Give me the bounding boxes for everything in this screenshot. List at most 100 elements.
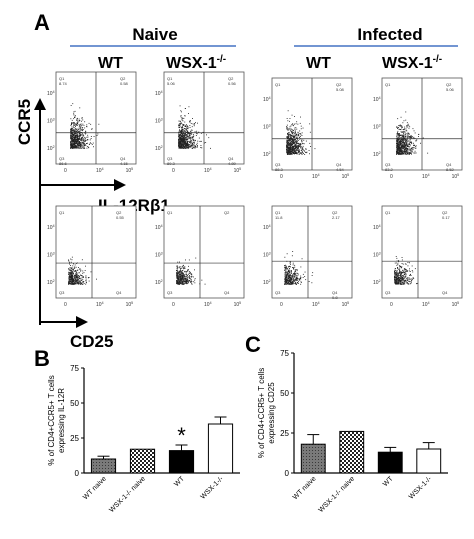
flow-x-tick: 105	[234, 167, 242, 174]
x-tick-label: WSX-1-/-	[200, 475, 226, 501]
flow-y-tick: 102	[155, 145, 163, 152]
quadrant-value: 86.6	[59, 161, 68, 166]
flow-x-tick: 105	[342, 301, 350, 308]
quadrant-value: 5.06	[167, 81, 176, 86]
flow-x-tick: 0	[390, 302, 393, 308]
x-tick-label: WT naive	[292, 475, 318, 501]
quadrant-label: Q1	[275, 210, 281, 215]
flow-y-tick: 104	[47, 224, 55, 231]
quadrant-label: Q3	[167, 156, 173, 161]
flow-plot-5: Q1 Q20.55 Q3 Q4 102 103 104 0 104 105	[47, 205, 137, 308]
flow-x-tick: 104	[204, 167, 212, 174]
x-tick-label: WSX-1-/- naive	[318, 475, 357, 514]
flow-x-tick: 104	[204, 301, 212, 308]
quadrant-label: Q4	[332, 290, 338, 295]
quadrant-label: Q4	[228, 156, 234, 161]
quadrant-value: 8.74	[59, 81, 68, 86]
col-ko-naive: WSX-1-/-	[166, 54, 226, 72]
flow-y-tick: 103	[47, 118, 55, 125]
flow-y-tick: 102	[47, 145, 55, 152]
flow-y-tick: 102	[155, 279, 163, 286]
flow-y-tick: 103	[155, 252, 163, 259]
quadrant-label: Q1	[385, 210, 391, 215]
quadrant-label: Q1	[275, 82, 281, 87]
flow-x-tick: 105	[126, 301, 134, 308]
flow-y-tick: 104	[155, 90, 163, 97]
flow-y-tick: 104	[373, 96, 381, 103]
col-wt-naive: WT	[98, 55, 123, 72]
quadrant-label: Q3	[59, 156, 65, 161]
x-tick-label: WSX-1-/- naive	[108, 475, 147, 514]
flow-x-tick: 104	[422, 301, 430, 308]
col-ko-infected: WSX-1-/-	[382, 54, 442, 72]
quadrant-label: Q3	[385, 162, 391, 167]
quadrant-value: 88.3	[275, 167, 284, 172]
x-tick-label: WSX-1-/-	[408, 475, 434, 501]
quadrant-value: 4.15	[120, 161, 129, 166]
y-tick-label: 0	[75, 469, 80, 478]
chart-b: 0 25 50 75 % of CD4+CCR5+ T cellsexpressing …	[47, 364, 240, 514]
chart-c: 0 25 50 75 % of CD4+CCR5+ T cellsexpressing …	[257, 349, 448, 514]
quadrant-label: Q1	[167, 210, 173, 215]
flow-x-tick: 104	[312, 173, 320, 180]
flow-x-tick: 104	[96, 167, 104, 174]
flow-y-tick: 103	[263, 252, 271, 259]
quadrant-label: Q3	[275, 162, 281, 167]
y-axis-label-ccr5: CCR5	[15, 99, 34, 145]
y-tick-label: 50	[280, 389, 289, 398]
quadrant-value: 5.08	[336, 87, 345, 92]
flow-y-tick: 103	[373, 252, 381, 259]
flow-x-tick: 0	[280, 174, 283, 180]
quadrant-label: Q2	[336, 82, 342, 87]
panel-c-letter: C	[245, 332, 261, 357]
quadrant-label: Q2	[120, 76, 126, 81]
flow-y-tick: 104	[263, 224, 271, 231]
quadrant-value: 11.8	[275, 215, 283, 220]
quadrant-value: 0.55	[116, 215, 125, 220]
flow-x-tick: 105	[452, 301, 460, 308]
bar-3	[168, 450, 195, 474]
quadrant-label: Q4	[120, 156, 126, 161]
flow-x-tick: 104	[312, 301, 320, 308]
y-tick-label: 25	[280, 429, 289, 438]
quadrant-label: Q4	[116, 290, 122, 295]
y-tick-label: 75	[70, 364, 79, 373]
flow-y-tick: 102	[47, 279, 55, 286]
flow-y-tick: 102	[263, 151, 271, 158]
flow-x-tick: 105	[452, 173, 460, 180]
y-tick-label: 25	[70, 434, 79, 443]
quadrant-label: Q3	[167, 290, 173, 295]
quadrant-label: Q4	[336, 162, 342, 167]
x-tick-label: WT	[382, 475, 395, 488]
quadrant-label: Q3	[385, 290, 391, 295]
flow-axes	[34, 98, 126, 328]
flow-x-tick: 0	[64, 168, 67, 174]
flow-x-tick: 104	[96, 301, 104, 308]
quadrant-value: 8.52	[446, 167, 455, 172]
flow-x-tick: 104	[422, 173, 430, 180]
bar-2	[129, 448, 156, 474]
quadrant-label: Q1	[59, 76, 65, 81]
quadrant-label: Q2	[228, 76, 234, 81]
quadrant-label: Q4	[224, 290, 230, 295]
quadrant-value: 0.56	[228, 81, 237, 86]
x-axis-label-cd25: CD25	[70, 332, 113, 351]
flow-x-tick: 105	[234, 301, 242, 308]
flow-x-tick: 0	[64, 302, 67, 308]
quadrant-value: 2.17	[332, 215, 341, 220]
flow-y-tick: 104	[373, 224, 381, 231]
flow-y-tick: 104	[47, 90, 55, 97]
quadrant-value: 89.3	[167, 161, 176, 166]
flow-x-tick: 0	[390, 174, 393, 180]
flow-x-tick: 105	[342, 173, 350, 180]
y-tick-label: 75	[280, 349, 289, 358]
bar-1	[90, 458, 117, 474]
bar-4	[416, 448, 442, 474]
quadrant-label: Q2	[224, 210, 230, 215]
y-axis-label: % of CD4+CCR5+ T cellsexpressing CD25	[257, 368, 276, 458]
flow-y-tick: 103	[263, 124, 271, 131]
flow-plot-8: Q1 Q20.17 Q3 Q4 102 103 104 0 104 105	[373, 205, 463, 308]
